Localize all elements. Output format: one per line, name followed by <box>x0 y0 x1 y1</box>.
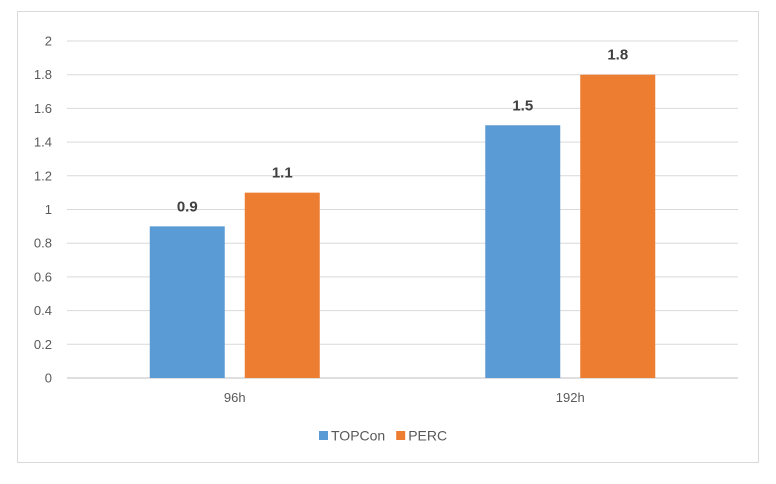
y-tick-label: 1 <box>45 202 52 217</box>
y-tick-label: 0 <box>45 371 52 386</box>
bars <box>149 74 656 378</box>
x-axis-ticks: 96h 192h <box>224 390 585 405</box>
y-tick-label: 1.2 <box>34 168 52 183</box>
y-tick-label: 2 <box>45 34 52 49</box>
y-tick-label: 0.6 <box>34 269 52 284</box>
data-labels: 0.9 1.1 1.5 1.8 <box>177 47 628 216</box>
y-tick-label: 0.2 <box>34 337 52 352</box>
bar-perc-192h <box>580 74 656 378</box>
y-tick-label: 1.4 <box>34 135 52 150</box>
y-tick-label: 0.8 <box>34 236 52 251</box>
legend-label-topcon: TOPCon <box>331 428 385 444</box>
data-label: 1.1 <box>272 165 293 182</box>
y-axis-ticks: 0 0.2 0.4 0.6 0.8 1 1.2 1.4 1.6 1.8 2 <box>34 34 52 386</box>
data-label: 0.9 <box>177 198 198 215</box>
legend: TOPCon PERC <box>319 428 447 444</box>
bar-perc-96h <box>244 192 320 378</box>
y-tick-label: 1.6 <box>34 101 52 116</box>
y-tick-label: 1.8 <box>34 67 52 82</box>
x-tick-label: 96h <box>224 390 246 405</box>
data-label: 1.8 <box>607 47 628 64</box>
bar-topcon-192h <box>485 125 561 378</box>
y-tick-label: 0.4 <box>34 303 52 318</box>
legend-swatch-topcon <box>319 431 328 440</box>
legend-swatch-perc <box>396 431 406 440</box>
bar-topcon-96h <box>149 226 225 378</box>
x-tick-label: 192h <box>556 390 585 405</box>
legend-label-perc: PERC <box>408 428 447 444</box>
data-label: 1.5 <box>512 97 533 114</box>
